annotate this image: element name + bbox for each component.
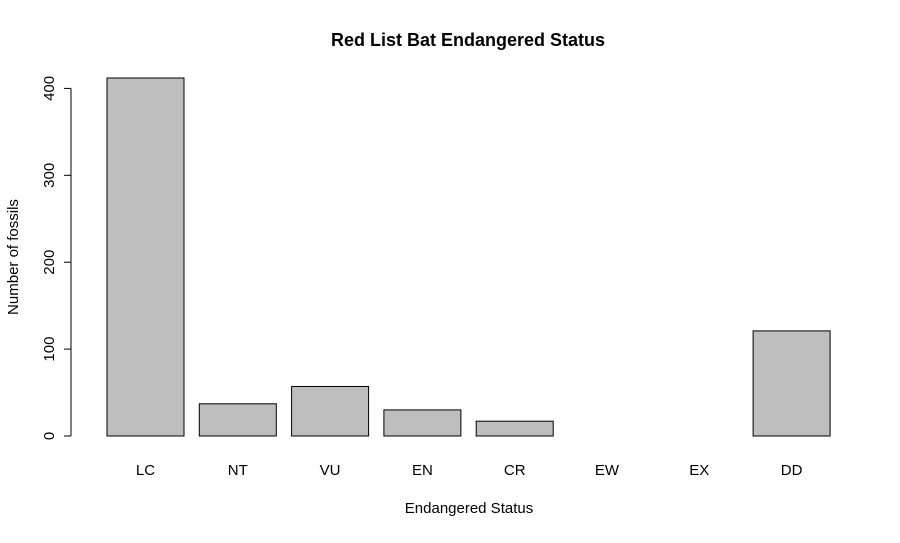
x-tick-label-en: EN — [412, 462, 433, 479]
x-axis-title: Endangered Status — [405, 500, 533, 517]
chart-title: Red List Bat Endangered Status — [331, 30, 605, 50]
y-tick-label: 300 — [41, 163, 58, 188]
x-tick-label-lc: LC — [136, 462, 155, 479]
x-tick-label-cr: CR — [504, 462, 526, 479]
y-axis-title: Number of fossils — [5, 199, 22, 315]
x-axis-labels: LC NT VU EN CR EW EX DD — [136, 462, 803, 479]
bar-vu — [291, 386, 370, 437]
bar-cr — [475, 420, 554, 437]
bar-dd — [752, 330, 831, 437]
y-tick-label: 100 — [41, 337, 58, 362]
x-tick-label-ex: EX — [689, 462, 709, 479]
bar-en — [383, 409, 462, 437]
x-tick-label-ew: EW — [595, 462, 620, 479]
bar-lc — [106, 77, 185, 437]
x-tick-label-vu: VU — [320, 462, 341, 479]
bar-nt — [198, 403, 277, 437]
bars-layer — [106, 77, 831, 437]
y-tick-label: 400 — [41, 76, 58, 101]
x-tick-label-nt: NT — [228, 462, 248, 479]
y-axis: 0 100 200 300 400 — [41, 76, 72, 440]
x-tick-label-dd: DD — [781, 462, 803, 479]
y-tick-label: 0 — [41, 432, 58, 440]
y-tick-label: 200 — [41, 250, 58, 275]
